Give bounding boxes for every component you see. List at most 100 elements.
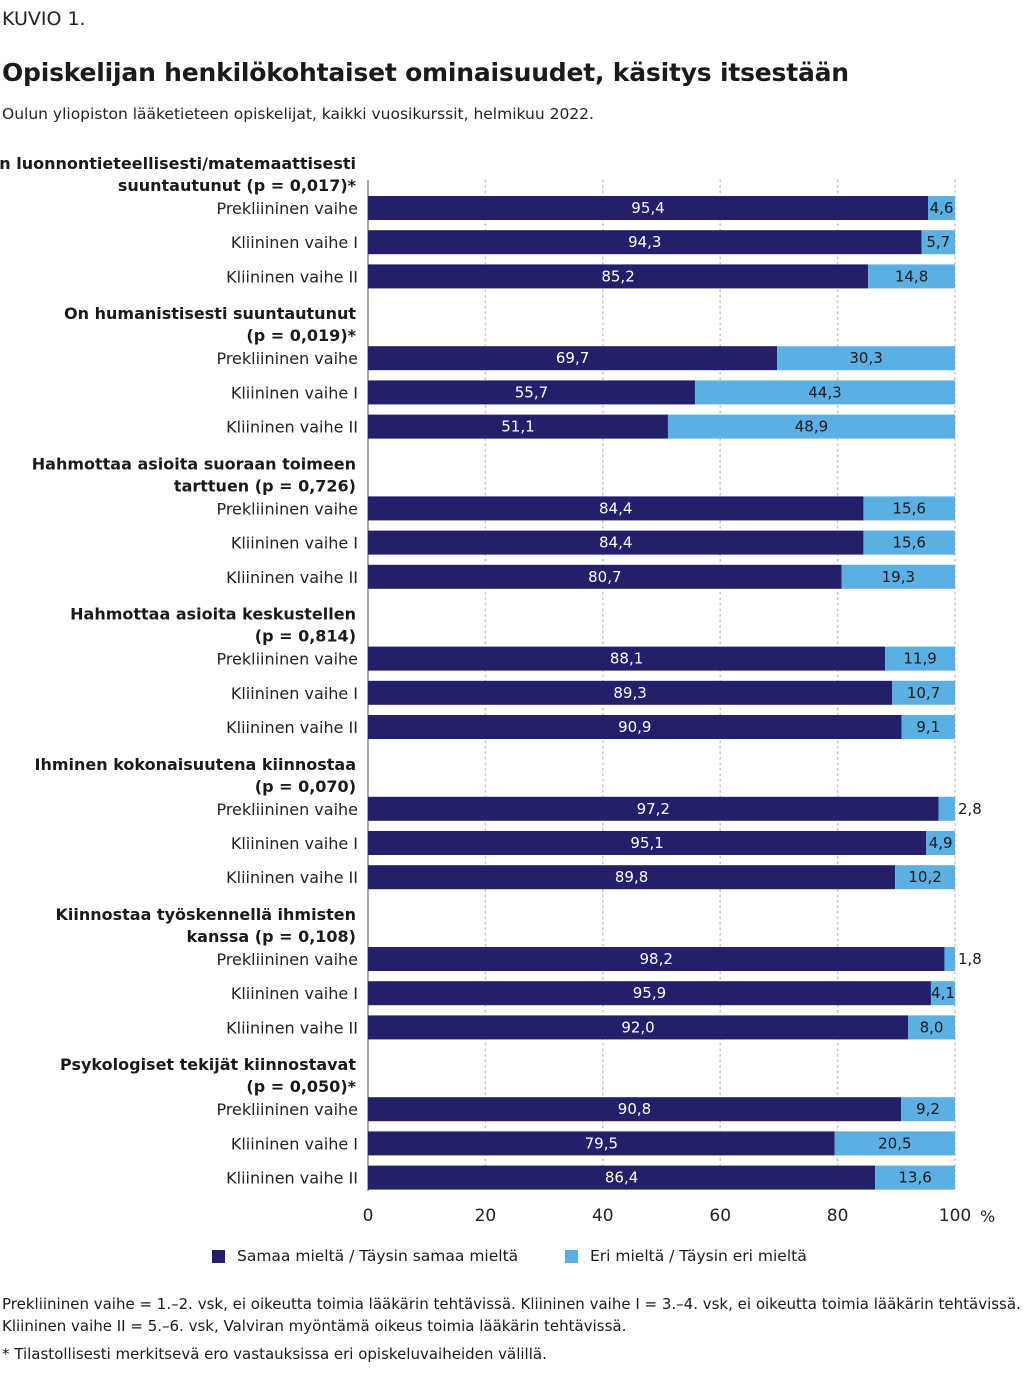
row-label: Kliininen vaihe II [226, 868, 358, 887]
value-label-agree: 89,3 [613, 684, 646, 702]
footnote-line-3: * Tilastollisesti merkitsevä ero vastauk… [2, 1345, 547, 1363]
group-title: Kiinnostaa työskennellä ihmisten [55, 905, 356, 924]
value-label-disagree: 44,3 [808, 383, 841, 401]
group-title: Hahmottaa asioita suoraan toimeen [32, 454, 356, 473]
value-label-disagree: 15,6 [893, 499, 926, 517]
x-tick-label: 0 [363, 1206, 374, 1226]
value-label-agree: 94,3 [628, 233, 661, 251]
legend-item-agree: Samaa mieltä / Täysin samaa mieltä [212, 1247, 518, 1265]
group-title: Hahmottaa asioita keskustellen [70, 605, 356, 624]
value-label-disagree: 8,0 [920, 1018, 944, 1036]
value-label-agree: 85,2 [601, 267, 634, 285]
value-label-disagree: 13,6 [898, 1169, 931, 1187]
value-label-agree: 95,9 [633, 984, 666, 1002]
bar-disagree [694, 380, 955, 405]
row-label: Kliininen vaihe I [231, 684, 358, 703]
value-label-agree: 51,1 [501, 418, 534, 436]
value-label-disagree: 4,1 [931, 984, 955, 1002]
bar-disagree [900, 1097, 955, 1122]
bar-agree [368, 831, 927, 855]
stacked-bar-chart: 0 20 40 60 80 100 % On luonnontieteellisesti/ma… [0, 154, 995, 1226]
bar-disagree [875, 1165, 955, 1190]
chart-title: Opiskelijan henkilökohtaiset ominaisuude… [2, 58, 849, 87]
value-label-agree: 89,8 [615, 868, 648, 886]
row-label: Kliininen vaihe I [231, 984, 358, 1003]
bar-disagree [892, 680, 955, 705]
bar-agree [368, 646, 886, 671]
bar-agree [368, 196, 928, 220]
value-label-agree: 86,4 [605, 1169, 638, 1187]
row-label: Kliininen vaihe II [226, 718, 358, 737]
bar-agree [368, 947, 945, 971]
group-title: (p = 0,070) [255, 777, 356, 796]
group-title: (p = 0,019)* [246, 326, 356, 345]
value-label-disagree: 20,5 [878, 1134, 911, 1152]
value-label-agree: 84,4 [599, 499, 632, 517]
value-label-agree: 69,7 [556, 349, 589, 367]
bar-agree [368, 981, 931, 1006]
row-label: Kliininen vaihe II [226, 418, 358, 437]
x-tick-label: 60 [709, 1206, 731, 1226]
row-label: Prekliininen vaihe [216, 349, 358, 368]
row-label: Prekliininen vaihe [216, 1100, 358, 1119]
bar-agree [368, 230, 922, 255]
bar-agree [368, 796, 939, 821]
bar-disagree [863, 496, 955, 521]
bar-disagree [834, 1131, 955, 1156]
value-label-agree: 55,7 [515, 383, 548, 401]
bar-agree [368, 1015, 909, 1040]
legend-swatch-disagree [565, 1249, 578, 1263]
bar-agree [368, 1097, 901, 1122]
bar-disagree [927, 196, 955, 220]
legend-label-disagree: Eri mieltä / Täysin eri mieltä [590, 1247, 807, 1265]
bar-agree [368, 715, 902, 739]
value-label-disagree: 19,3 [882, 568, 915, 586]
bar-agree [368, 530, 864, 555]
bar-agree [368, 496, 864, 521]
group-title: suuntautunut (p = 0,017)* [118, 176, 357, 195]
value-label-agree: 88,1 [610, 650, 643, 668]
row-label: Kliininen vaihe II [226, 1018, 358, 1037]
bar-agree [368, 414, 668, 439]
x-unit-label: % [980, 1207, 995, 1226]
value-label-agree: 90,8 [618, 1100, 651, 1118]
value-label-disagree: 1,8 [958, 950, 982, 968]
row-label: Prekliininen vaihe [216, 950, 358, 969]
value-label-agree: 95,1 [630, 834, 663, 852]
row-label: Kliininen vaihe I [231, 1134, 358, 1153]
bar-disagree [930, 981, 955, 1006]
x-tick-label: 100 [939, 1206, 971, 1226]
value-label-agree: 84,4 [599, 534, 632, 552]
bar-disagree [885, 646, 955, 671]
bar-disagree [777, 346, 955, 371]
row-label: Kliininen vaihe I [231, 534, 358, 553]
bar-agree [368, 1165, 876, 1190]
value-label-agree: 97,2 [637, 800, 670, 818]
row-label: Kliininen vaihe II [226, 1169, 358, 1188]
bar-disagree [667, 414, 955, 439]
value-label-disagree: 2,8 [958, 800, 982, 818]
value-label-disagree: 4,6 [930, 199, 954, 217]
bar-disagree [944, 947, 955, 971]
row-label: Kliininen vaihe II [226, 267, 358, 286]
legend-item-disagree: Eri mieltä / Täysin eri mieltä [565, 1247, 807, 1265]
value-label-agree: 79,5 [585, 1134, 618, 1152]
bar-agree [368, 865, 896, 890]
bar-agree [368, 1131, 835, 1156]
chart-subtitle: Oulun yliopiston lääketieteen opiskelija… [2, 105, 594, 123]
group-title: (p = 0,050)* [246, 1077, 356, 1096]
value-label-agree: 92,0 [621, 1018, 654, 1036]
bar-disagree [895, 865, 955, 890]
x-tick-label: 20 [475, 1206, 497, 1226]
footnote-line-2: Kliininen vaihe II = 5.–6. vsk, Valviran… [2, 1317, 627, 1335]
bar-disagree [868, 264, 955, 289]
bar-agree [368, 380, 695, 405]
value-label-disagree: 11,9 [903, 650, 936, 668]
row-label: Prekliininen vaihe [216, 800, 358, 819]
bar-disagree [908, 1015, 955, 1040]
x-tick-label: 80 [827, 1206, 849, 1226]
value-label-agree: 98,2 [640, 950, 673, 968]
legend-label-agree: Samaa mieltä / Täysin samaa mieltä [237, 1247, 519, 1265]
value-label-disagree: 30,3 [849, 349, 882, 367]
row-label: Kliininen vaihe II [226, 568, 358, 587]
